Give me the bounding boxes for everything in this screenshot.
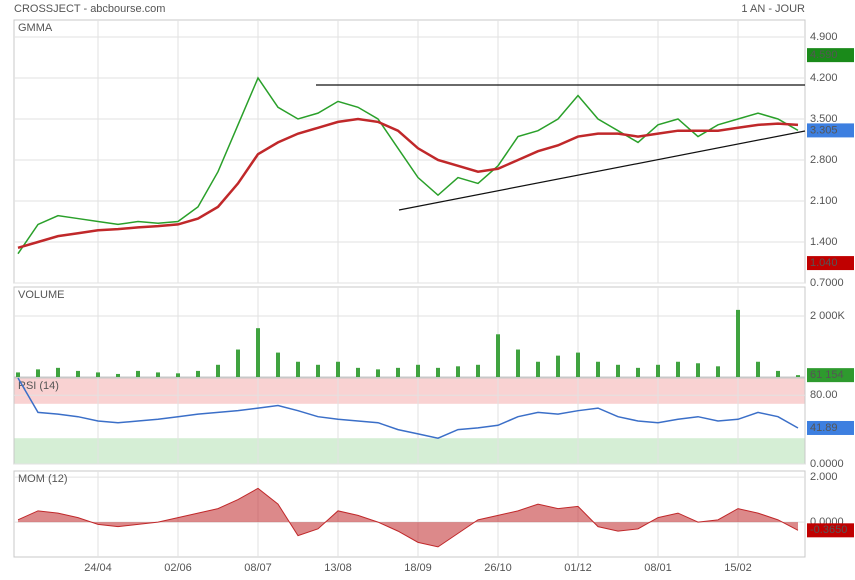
- value-badge: [807, 48, 854, 63]
- y-tick-label: 2.000: [810, 471, 838, 483]
- area-fill: [18, 488, 798, 547]
- volume-bar: [16, 372, 20, 377]
- volume-bar: [276, 352, 280, 377]
- page-title: CROSSJECT - abcbourse.com: [14, 3, 165, 15]
- y-tick-label: 2 000K: [810, 310, 846, 322]
- volume-bar: [416, 364, 420, 377]
- value-badge-label: 41.89: [810, 422, 838, 434]
- volume-bar: [676, 361, 680, 377]
- panel-frame: [13, 19, 806, 284]
- volume-bar: [736, 309, 740, 377]
- y-tick-label: 0.7000: [810, 277, 844, 289]
- volume-bar: [456, 366, 460, 377]
- volume-bar: [216, 364, 220, 377]
- y-tick-label: 4.200: [810, 72, 838, 84]
- period: 1 AN - JOUR: [741, 3, 805, 15]
- volume-bar: [596, 361, 600, 377]
- x-tick-label: 08/07: [244, 562, 272, 574]
- volume-bar: [656, 364, 660, 377]
- panel-frame: [13, 286, 806, 378]
- volume-bar: [96, 372, 100, 377]
- panel-label: RSI (14): [18, 380, 59, 392]
- volume-bar: [36, 369, 40, 377]
- value-badge-label: 3.305: [810, 124, 838, 136]
- value-badge-label: 61 154: [810, 369, 844, 381]
- band: [14, 438, 805, 464]
- volume-bar: [256, 328, 260, 377]
- x-tick-label: 02/06: [164, 562, 192, 574]
- volume-bar: [176, 373, 180, 377]
- volume-bar: [316, 364, 320, 377]
- volume-bar: [436, 367, 440, 377]
- x-tick-label: 18/09: [404, 562, 432, 574]
- y-tick-label: 3.500: [810, 113, 838, 125]
- y-tick-label: 4.900: [810, 31, 838, 43]
- volume-bar: [776, 370, 780, 377]
- volume-bar: [196, 370, 200, 377]
- y-tick-label: 2.100: [810, 195, 838, 207]
- volume-bar: [796, 375, 800, 377]
- panel-label: GMMA: [18, 22, 53, 34]
- value-badge: [807, 368, 854, 383]
- volume-bar: [576, 352, 580, 377]
- volume-bar: [636, 367, 640, 377]
- series-line: [17, 377, 799, 439]
- volume-bar: [156, 372, 160, 377]
- band: [14, 378, 805, 404]
- value-badge-label: 4.590: [810, 49, 838, 61]
- area-line: [17, 487, 799, 548]
- volume-bar: [536, 361, 540, 377]
- volume-bar: [756, 361, 760, 377]
- volume-bar: [356, 367, 360, 377]
- volume-bar: [516, 349, 520, 377]
- volume-bar: [236, 349, 240, 377]
- value-badge-label: 1.040: [810, 257, 838, 269]
- support-line: [398, 130, 806, 211]
- volume-bar: [376, 369, 380, 377]
- volume-bar: [616, 364, 620, 377]
- value-badge: [807, 523, 854, 538]
- volume-bar: [76, 370, 80, 377]
- volume-bar: [396, 367, 400, 377]
- y-tick-label: 2.800: [810, 154, 838, 166]
- value-badge-label: -0.3650: [810, 524, 847, 536]
- series-line: [17, 76, 799, 255]
- panel-frame: [13, 470, 806, 558]
- x-tick-label: 15/02: [724, 562, 752, 574]
- volume-bar: [136, 370, 140, 377]
- x-tick-label: 24/04: [84, 562, 112, 574]
- series-line: [17, 117, 799, 250]
- volume-bar: [696, 363, 700, 377]
- y-tick-label: 0.0000: [810, 458, 844, 470]
- x-tick-label: 13/08: [324, 562, 352, 574]
- panel-label: VOLUME: [18, 289, 64, 301]
- y-tick-label: 80.00: [810, 389, 838, 401]
- x-tick-label: 08/01: [644, 562, 672, 574]
- volume-bar: [476, 364, 480, 377]
- volume-bar: [716, 366, 720, 377]
- volume-bar: [56, 367, 60, 377]
- value-badge: [807, 420, 854, 435]
- x-tick-label: 26/10: [484, 562, 512, 574]
- volume-bar: [336, 361, 340, 377]
- volume-bar: [496, 334, 500, 377]
- x-tick-label: 01/12: [564, 562, 592, 574]
- panel-label: MOM (12): [18, 473, 68, 485]
- volume-bar: [296, 361, 300, 377]
- y-tick-label: 1.400: [810, 236, 838, 248]
- volume-bar: [116, 373, 120, 377]
- value-badge: [807, 123, 854, 138]
- volume-bar: [556, 355, 560, 377]
- value-badge: [807, 256, 854, 271]
